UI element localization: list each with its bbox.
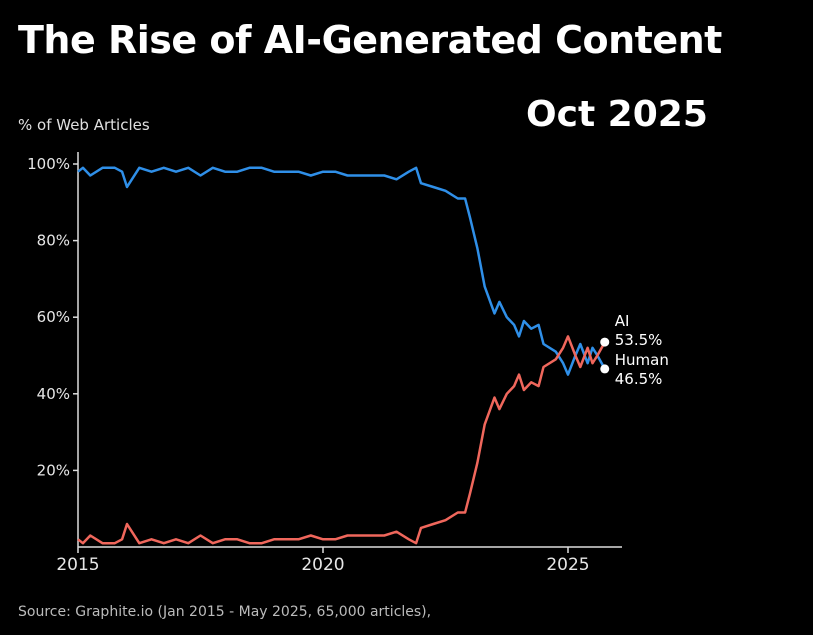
end-point-human [600,364,610,374]
y-axis-label: % of Web Articles [18,116,150,134]
x-tick-label: 2025 [546,555,589,575]
y-tick-label: 40% [37,385,70,403]
end-label-human: Human [615,351,669,369]
source-note: Source: Graphite.io (Jan 2015 - May 2025… [18,604,432,620]
x-tick-label: 2020 [301,555,344,575]
end-label-ai: AI [615,312,630,330]
y-tick-label: 60% [37,308,70,326]
series-line-ai [77,335,606,545]
y-tick-label: 80% [37,232,70,250]
y-tick-label: 100% [27,155,70,173]
chart-title: The Rise of AI-Generated Content [18,18,722,62]
y-tick-label: 20% [37,461,70,479]
end-point-ai [600,337,610,347]
end-value-human: 46.5% [615,370,663,388]
end-value-ai: 53.5% [615,331,663,349]
series-line-human [77,166,606,376]
chart-subtitle-date: Oct 2025 [526,94,708,135]
x-tick-label: 2015 [56,555,99,575]
